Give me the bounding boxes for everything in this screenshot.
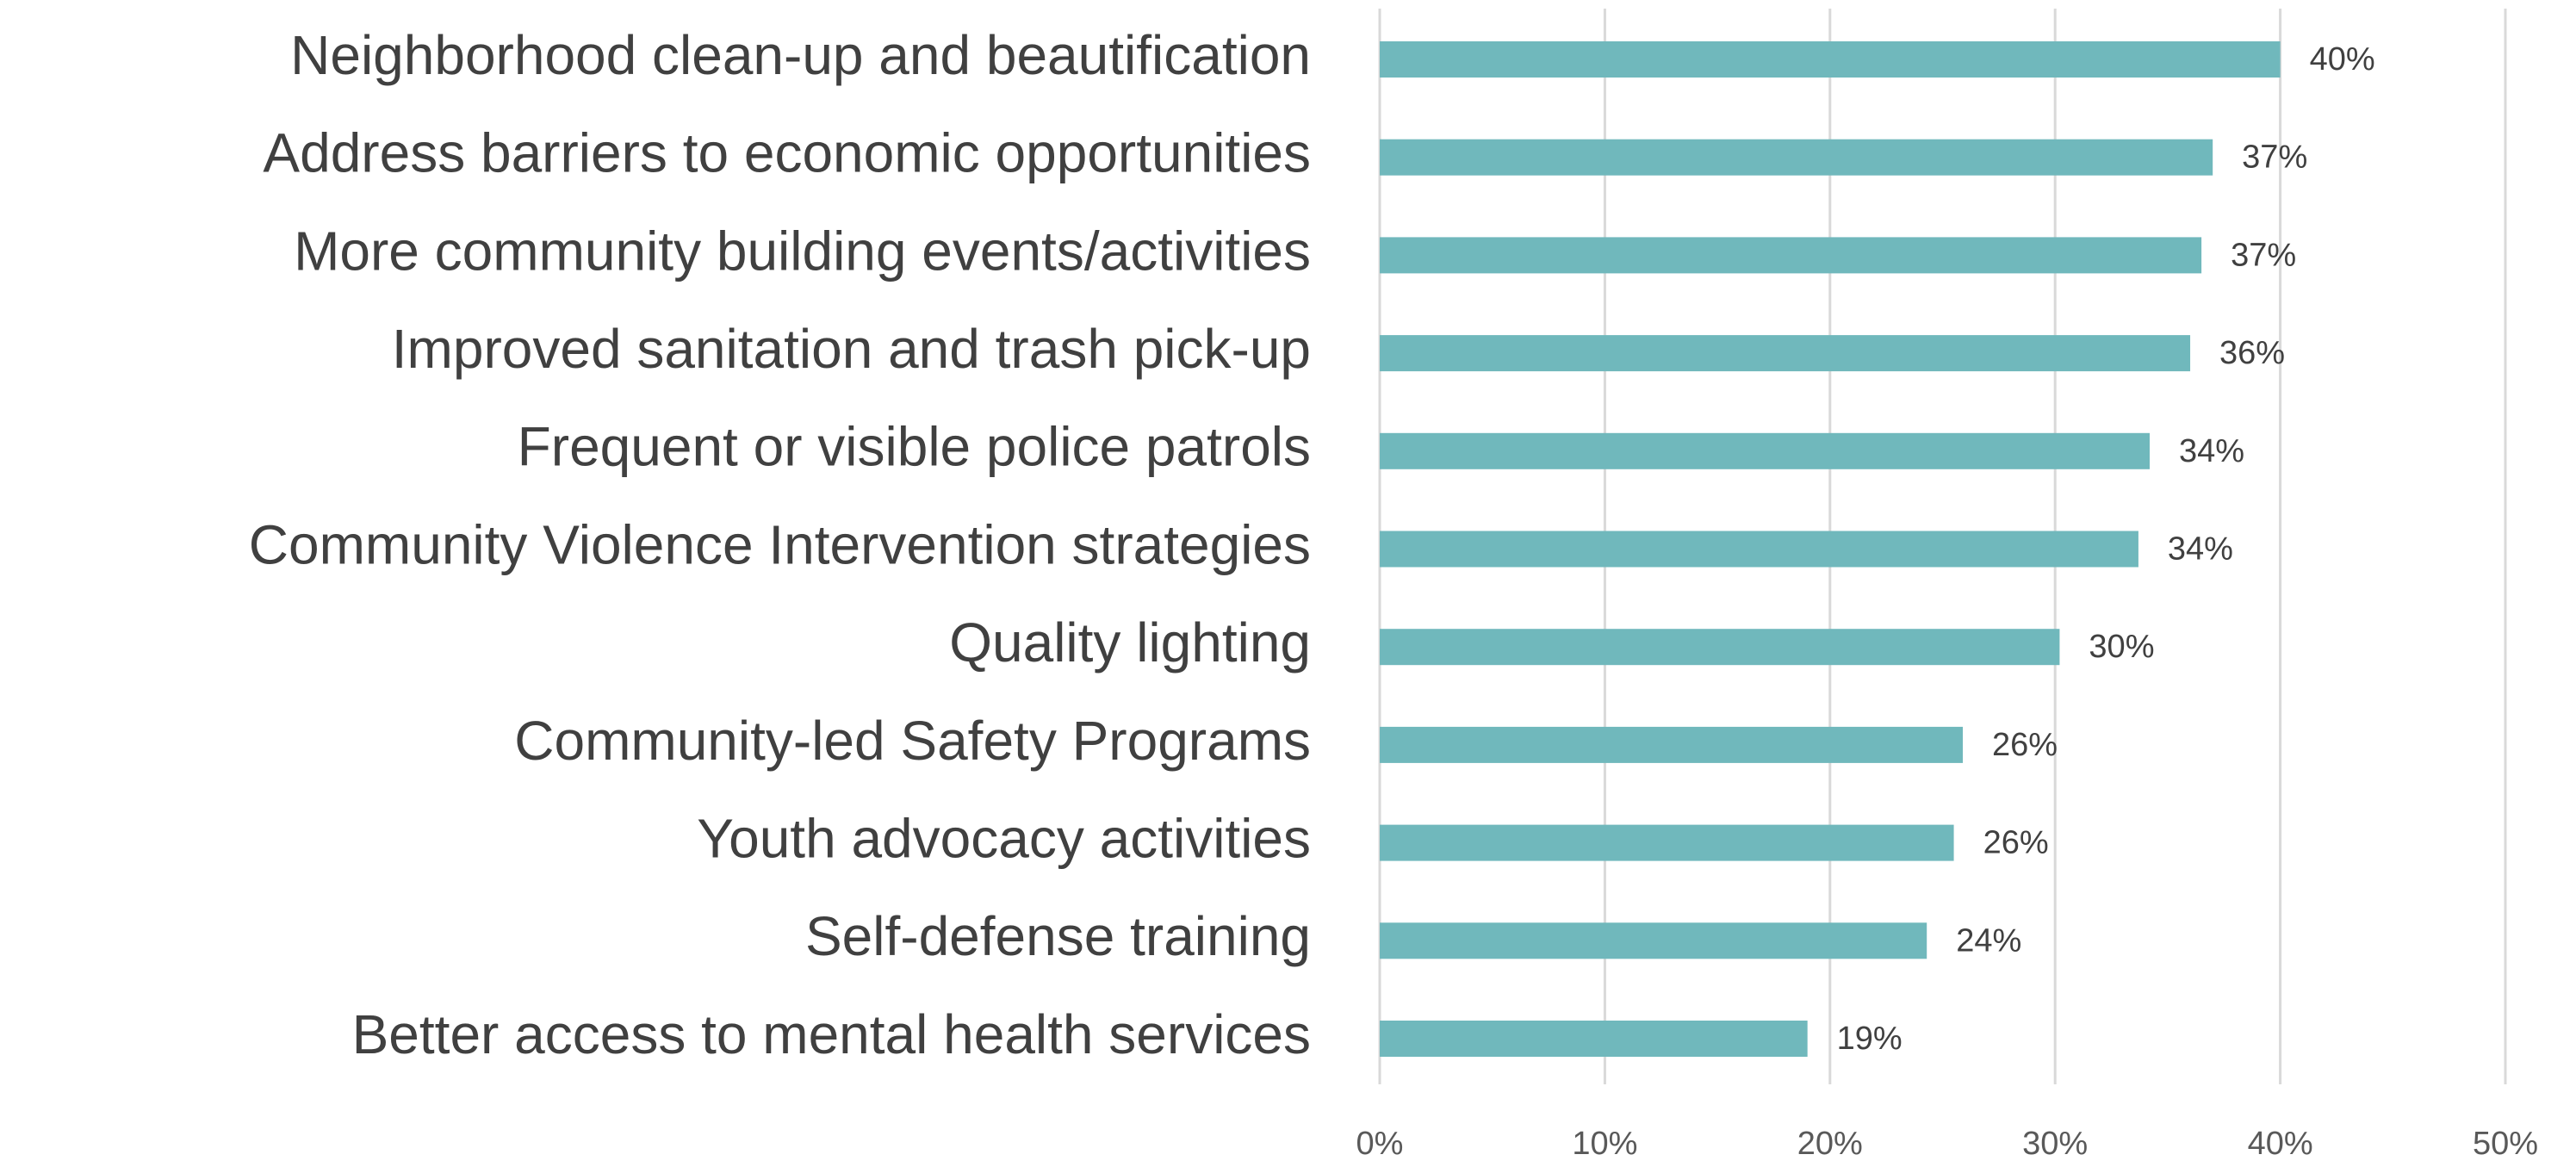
category-label: Frequent or visible police patrols <box>518 416 1311 478</box>
category-label: Neighborhood clean-up and beautification <box>290 24 1311 86</box>
bar <box>1380 922 1927 959</box>
category-label: Improved sanitation and trash pick-up <box>392 318 1311 380</box>
x-tick-label: 40% <box>2248 1126 2313 1162</box>
value-label: 19% <box>1837 1021 1903 1057</box>
category-label: Quality lighting <box>949 611 1311 674</box>
bar <box>1380 237 2202 274</box>
value-label: 40% <box>2310 41 2375 78</box>
x-tick-label: 10% <box>1572 1126 1637 1162</box>
bar <box>1380 629 2060 666</box>
category-label: Youth advocacy activities <box>697 808 1311 870</box>
value-label: 36% <box>2219 335 2285 371</box>
value-label: 26% <box>1983 825 2049 861</box>
bar <box>1380 432 2150 469</box>
x-tick-label: 0% <box>1356 1126 1404 1162</box>
bar <box>1380 824 1954 861</box>
x-tick-label: 20% <box>1797 1126 1863 1162</box>
value-label: 26% <box>1992 727 2058 763</box>
category-label: Self-defense training <box>805 905 1311 967</box>
category-label: Better access to mental health services <box>352 1003 1311 1065</box>
value-label: 37% <box>2231 237 2296 273</box>
value-label: 34% <box>2179 433 2244 469</box>
x-tick-label: 50% <box>2473 1126 2538 1162</box>
value-label: 37% <box>2242 140 2307 176</box>
value-label: 30% <box>2089 629 2154 665</box>
value-label: 24% <box>1956 922 2021 959</box>
category-label: Address barriers to economic opportuniti… <box>263 122 1311 184</box>
bar <box>1380 1021 1808 1057</box>
category-label: Community-led Safety Programs <box>514 710 1311 772</box>
category-label: More community building events/activitie… <box>294 220 1311 282</box>
value-label: 34% <box>2168 531 2233 568</box>
bar <box>1380 726 1964 763</box>
bar <box>1380 139 2213 176</box>
bar <box>1380 531 2138 568</box>
category-label: Community Violence Intervention strategi… <box>249 513 1311 575</box>
x-tick-label: 30% <box>2022 1126 2088 1162</box>
bar <box>1380 41 2281 78</box>
bar <box>1380 335 2191 372</box>
